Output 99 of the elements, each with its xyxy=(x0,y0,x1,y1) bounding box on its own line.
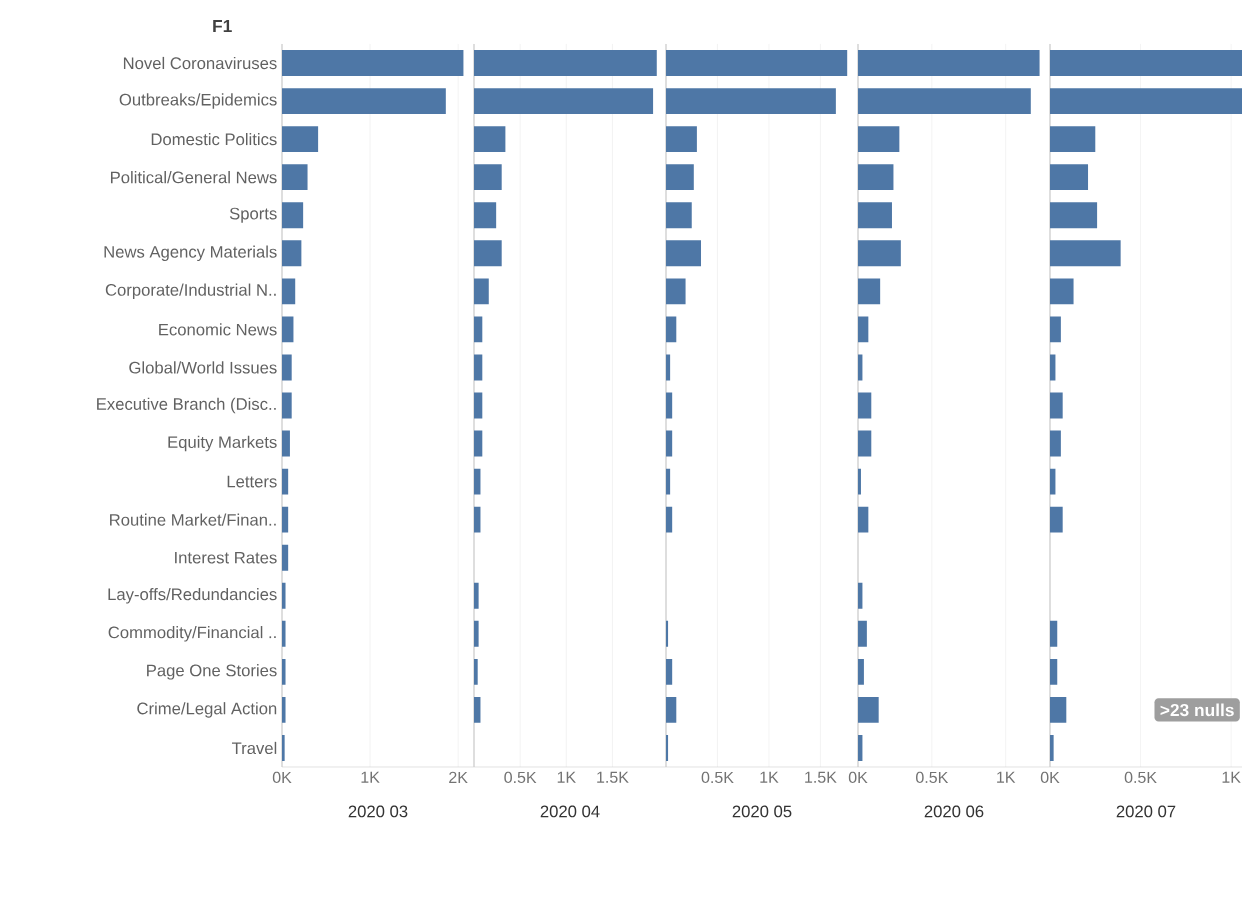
x-tick-label: 0.5K xyxy=(1124,771,1157,784)
bar xyxy=(282,316,294,343)
bar xyxy=(1050,50,1243,76)
y-tick-label: Executive Branch (Disc.. xyxy=(97,397,276,414)
y-tick-label: Page One Stories xyxy=(147,664,277,680)
bar xyxy=(474,126,506,153)
y-tick-label: Global/World Issues xyxy=(129,361,277,374)
x-axis-title: 2020 06 xyxy=(924,805,984,818)
x-tick-label: 1K xyxy=(1222,771,1241,783)
y-tick-label: Routine Market/Finan.. xyxy=(110,513,276,526)
x-tick-label: 1K xyxy=(997,771,1016,783)
x-tick-label: 0K xyxy=(848,771,868,784)
y-tick-label: Political/General News xyxy=(110,171,277,184)
annotation: >23 nulls xyxy=(1160,703,1234,717)
y-tick-label: Interest Rates xyxy=(175,551,277,564)
bar xyxy=(858,696,879,723)
bar xyxy=(1050,430,1061,457)
bar xyxy=(474,164,502,191)
bar xyxy=(282,202,304,229)
bar xyxy=(1050,88,1243,115)
y-tick-label: Outbreaks/Epidemics xyxy=(119,93,277,109)
bar xyxy=(282,582,286,609)
y-tick-label: Economic News xyxy=(159,323,277,336)
x-tick-label: 0K xyxy=(272,771,292,784)
bar xyxy=(858,88,1031,115)
bar xyxy=(282,278,296,305)
bar xyxy=(282,735,285,761)
bar xyxy=(1050,316,1061,343)
x-axis-title: 2020 05 xyxy=(732,805,792,818)
y-tick-label: Lay-offs/Redundancies xyxy=(108,587,277,604)
x-tick-label: 1.5K xyxy=(597,771,629,783)
y-tick-label: Equity Markets xyxy=(168,435,277,452)
bar xyxy=(666,202,692,229)
bar xyxy=(858,278,881,305)
bar xyxy=(474,50,657,76)
y-tick-label: Travel xyxy=(231,741,277,755)
bar xyxy=(858,50,1040,76)
bar xyxy=(1050,164,1089,191)
x-tick-label: 1.5K xyxy=(805,771,837,783)
bar xyxy=(1050,468,1056,495)
y-tick-label: Corporate/Industrial N.. xyxy=(105,283,276,300)
y-tick-label: Novel Coronaviruses xyxy=(123,56,277,70)
y-axis-title: F1 xyxy=(213,20,232,32)
bar xyxy=(282,696,286,723)
bar xyxy=(1050,620,1058,647)
bar xyxy=(666,278,686,305)
bar xyxy=(474,202,497,229)
bar xyxy=(474,278,489,305)
x-axis-title: 2020 03 xyxy=(348,805,408,818)
bar xyxy=(282,354,292,381)
x-tick-label: 0.5K xyxy=(504,771,537,784)
bar xyxy=(858,202,892,229)
bar xyxy=(858,126,900,153)
bar xyxy=(282,126,319,153)
bar xyxy=(1050,202,1098,229)
x-tick-label: 1K xyxy=(557,771,576,783)
bar xyxy=(282,506,289,533)
bar xyxy=(282,620,286,647)
bar xyxy=(282,240,302,267)
bar xyxy=(474,88,654,115)
bar xyxy=(282,658,286,685)
bar xyxy=(282,468,289,495)
bar xyxy=(1050,696,1067,723)
x-tick-label: 2K xyxy=(449,771,468,783)
x-tick-label: 1K xyxy=(361,771,380,783)
bar xyxy=(666,50,848,76)
bar xyxy=(282,88,446,115)
y-tick-label: News Agency Materials xyxy=(104,245,277,262)
bar xyxy=(282,392,292,419)
bar xyxy=(1050,506,1063,533)
bar xyxy=(282,50,464,76)
bar xyxy=(666,88,836,115)
bar xyxy=(1050,658,1058,685)
bar xyxy=(1050,278,1074,305)
x-tick-label: 1K xyxy=(760,771,779,783)
x-axis-title: 2020 07 xyxy=(1116,805,1176,818)
bar xyxy=(474,240,502,267)
x-tick-label: 0.5K xyxy=(701,771,734,784)
bar xyxy=(282,164,308,191)
bar xyxy=(1050,240,1121,267)
bar xyxy=(666,126,697,153)
y-tick-label: Crime/Legal Action xyxy=(137,702,277,718)
x-axis-title: 2020 04 xyxy=(540,805,600,818)
x-tick-label: 0K xyxy=(1040,771,1060,784)
x-tick-label: 0.5K xyxy=(916,771,949,784)
bar xyxy=(1050,126,1096,153)
bar xyxy=(666,240,702,267)
bar xyxy=(858,620,867,647)
bar xyxy=(858,164,894,191)
y-tick-label: Sports xyxy=(229,207,277,223)
bar xyxy=(666,164,694,191)
bar xyxy=(282,544,289,571)
bar xyxy=(282,430,290,457)
y-tick-label: Domestic Politics xyxy=(151,133,277,146)
y-tick-label: Commodity/Financial .. xyxy=(108,626,276,642)
bar xyxy=(1050,735,1054,761)
y-tick-label: Letters xyxy=(227,475,277,488)
bar xyxy=(1050,392,1063,419)
bar xyxy=(858,240,901,267)
